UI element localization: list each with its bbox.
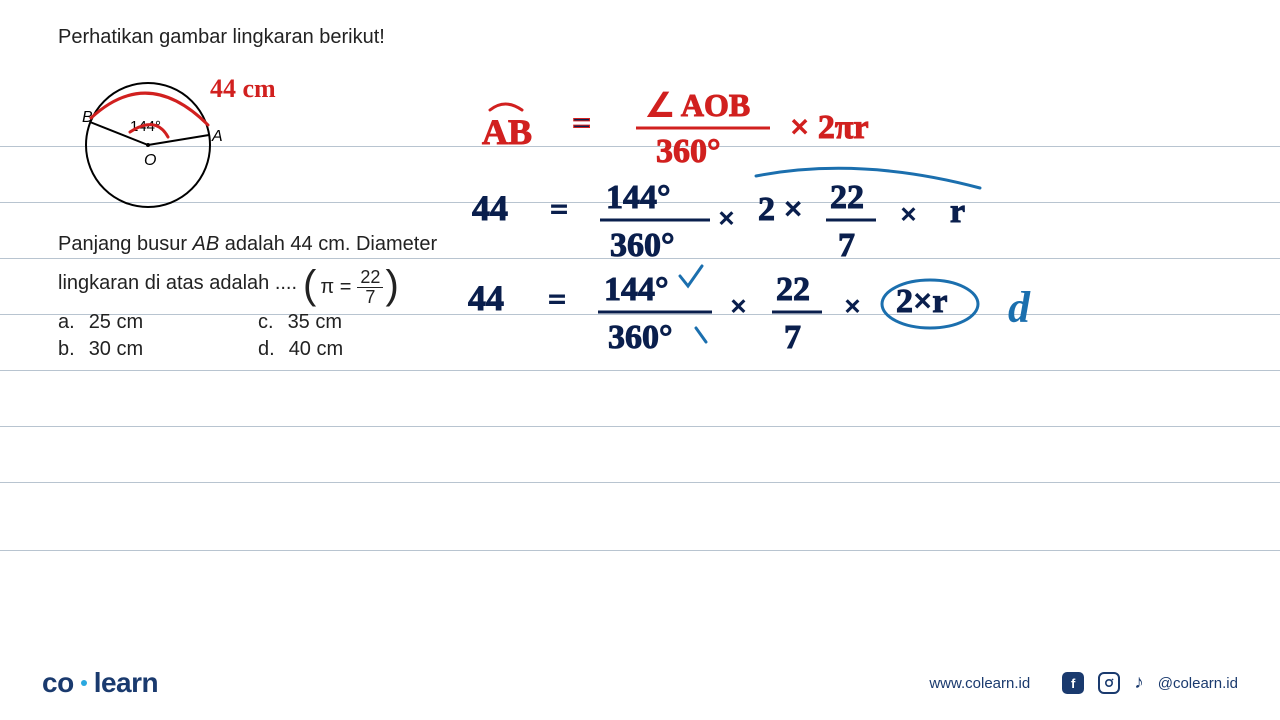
footer-right: www.colearn.id f ♪ @colearn.id xyxy=(929,672,1238,694)
handwriting-area: AB = ∠ AOB 360° × 2πr 44 = 144° 360° × 2… xyxy=(460,60,1260,420)
svg-text:∠ AOB: ∠ AOB xyxy=(646,87,750,123)
footer-url: www.colearn.id xyxy=(929,675,1030,692)
svg-text:× 2πr: × 2πr xyxy=(790,109,869,146)
logo: co learn xyxy=(42,667,158,699)
option-a: a.25 cm xyxy=(58,311,258,334)
question-text-2: lingkaran di atas adalah .... ( π = 22 7… xyxy=(58,264,498,303)
answer-options: a.25 cm c.35 cm b.30 cm d.40 cm xyxy=(58,311,498,361)
circle-figure: B A O 144° 44 cm xyxy=(58,55,258,225)
instagram-icon xyxy=(1098,672,1120,694)
svg-text:×: × xyxy=(900,198,917,231)
svg-text:360°: 360° xyxy=(656,133,721,170)
svg-text:44: 44 xyxy=(472,188,508,228)
svg-text:×: × xyxy=(718,202,735,235)
question-title: Perhatikan gambar lingkaran berikut! xyxy=(58,26,498,49)
logo-dot-icon xyxy=(81,680,87,686)
svg-text:22: 22 xyxy=(830,179,864,216)
svg-text:360°: 360° xyxy=(608,319,673,356)
svg-text:22: 22 xyxy=(776,271,810,308)
footer-handle: @colearn.id xyxy=(1158,675,1238,692)
label-A: A xyxy=(211,128,223,145)
svg-text:7: 7 xyxy=(784,319,801,356)
svg-text:7: 7 xyxy=(838,227,855,264)
tiktok-icon: ♪ xyxy=(1134,672,1144,694)
svg-text:144°: 144° xyxy=(604,271,669,308)
option-b: b.30 cm xyxy=(58,338,258,361)
svg-text:2×r: 2×r xyxy=(896,283,947,320)
question-block: Perhatikan gambar lingkaran berikut! B A… xyxy=(58,26,498,361)
svg-text:=: = xyxy=(548,281,566,317)
svg-text:144°: 144° xyxy=(606,179,671,216)
red-44cm: 44 cm xyxy=(210,74,276,103)
facebook-icon: f xyxy=(1062,672,1084,694)
option-d: d.40 cm xyxy=(258,338,458,361)
svg-text:360°: 360° xyxy=(610,227,675,264)
label-O: O xyxy=(144,152,156,169)
svg-text:=: = xyxy=(550,191,568,227)
svg-text:d: d xyxy=(1008,283,1031,332)
pi-fraction: 22 7 xyxy=(357,268,383,307)
svg-text:=: = xyxy=(572,105,591,142)
svg-text:2 ×: 2 × xyxy=(758,191,803,228)
svg-text:44: 44 xyxy=(468,278,504,318)
footer: co learn www.colearn.id f ♪ @colearn.id xyxy=(0,646,1280,720)
svg-text:×: × xyxy=(844,290,861,323)
option-c: c.35 cm xyxy=(258,311,458,334)
svg-text:AB: AB xyxy=(482,112,532,152)
svg-text:r: r xyxy=(950,193,965,230)
svg-text:×: × xyxy=(730,290,747,323)
